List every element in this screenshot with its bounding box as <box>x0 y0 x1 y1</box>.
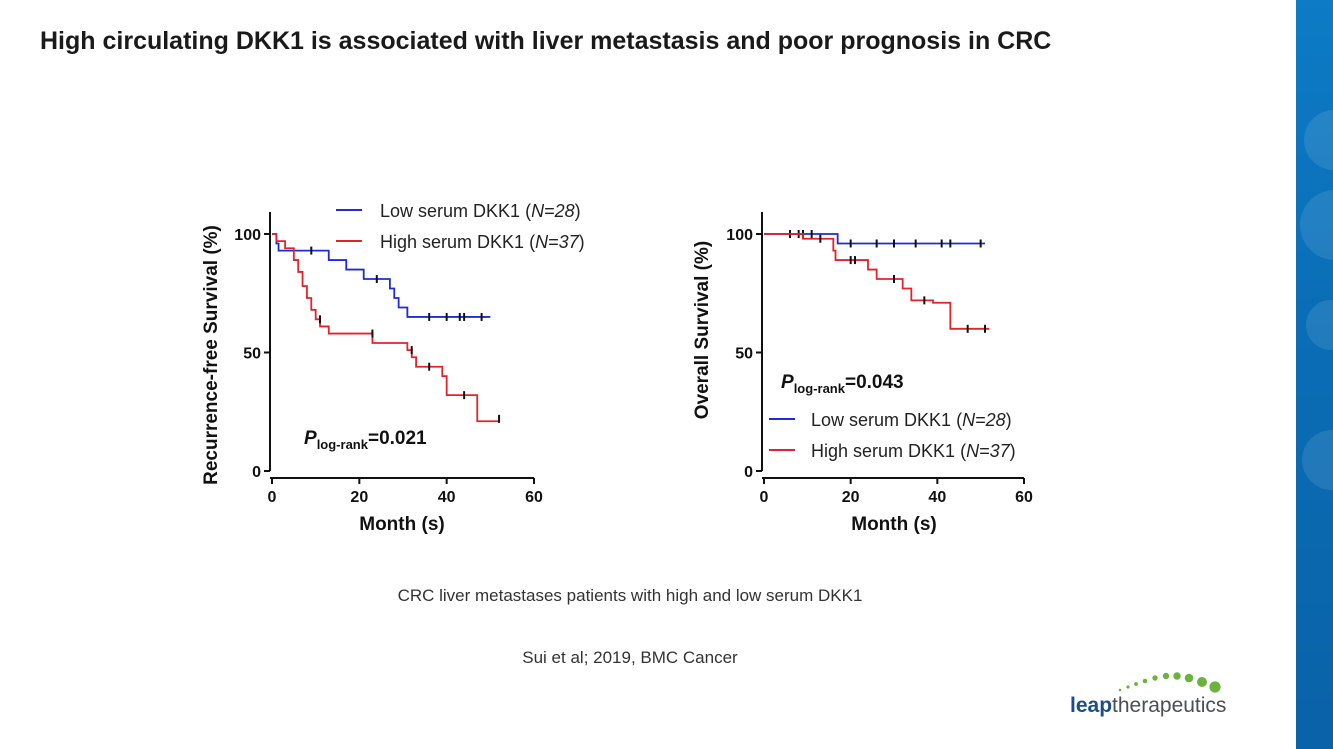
y-tick-label: 100 <box>726 227 753 244</box>
x-axis-label: Month (s) <box>851 514 936 535</box>
axes: 0 20 40 60 0 50 100 <box>234 212 543 506</box>
x-tick-label: 0 <box>760 489 769 506</box>
x-tick-label: 60 <box>1015 489 1033 506</box>
series-line-low <box>764 233 985 245</box>
y-axis-label: Overall Survival (%) <box>692 241 713 419</box>
y-tick-label: 50 <box>735 346 753 363</box>
citation: Sui et al; 2019, BMC Cancer <box>522 648 738 667</box>
legend-label-low: Low serum DKK1 (N=28) <box>380 201 581 221</box>
legend: Low serum DKK1 (N=28) High serum DKK1 (N… <box>336 201 585 252</box>
chart-recurrence-free-survival: 0 20 40 60 0 50 100 Low serum DKK1 (N=28) High… <box>201 201 585 535</box>
x-tick-label: 60 <box>525 489 543 506</box>
figure-caption: CRC liver metastases patients with high … <box>397 586 863 605</box>
side-band <box>1296 0 1333 749</box>
y-tick-label: 100 <box>234 227 261 244</box>
legend-label-low: Low serum DKK1 (N=28) <box>811 410 1012 430</box>
p-value-label: Plog-rank=0.043 <box>781 372 904 396</box>
y-axis-label: Recurrence-free Survival (%) <box>201 225 222 485</box>
legend-label-high: High serum DKK1 (N=37) <box>811 441 1016 461</box>
series-line-high <box>764 233 990 330</box>
y-tick-label: 0 <box>252 464 261 481</box>
plot-area <box>272 233 501 423</box>
legend-label-high: High serum DKK1 (N=37) <box>380 232 585 252</box>
slide-title: High circulating DKK1 is associated with… <box>40 27 1052 55</box>
p-value-label: Plog-rank=0.021 <box>304 428 427 452</box>
x-tick-label: 40 <box>928 489 946 506</box>
y-tick-label: 0 <box>744 464 753 481</box>
x-tick-label: 40 <box>438 489 456 506</box>
plot-area <box>764 230 990 333</box>
x-tick-label: 0 <box>268 489 277 506</box>
x-tick-label: 20 <box>350 489 368 506</box>
logo-dots <box>1118 672 1221 693</box>
x-axis-label: Month (s) <box>359 514 444 535</box>
logo-wordmark: leaptherapeutics <box>1070 694 1227 717</box>
chart-overall-survival: 0 20 40 60 0 50 100 Plog-rank=0.043 Low serum … <box>692 212 1033 535</box>
series-line-low <box>272 233 491 318</box>
x-tick-label: 20 <box>842 489 860 506</box>
y-tick-label: 50 <box>243 346 261 363</box>
legend: Low serum DKK1 (N=28) High serum DKK1 (N… <box>769 410 1016 461</box>
axes: 0 20 40 60 0 50 100 <box>726 212 1033 506</box>
series-line-high <box>272 233 500 423</box>
leap-therapeutics-logo: leaptherapeutics <box>1068 668 1258 722</box>
